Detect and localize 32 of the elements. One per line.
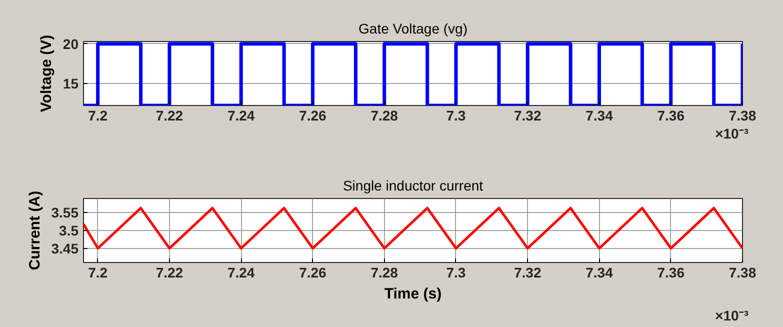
y-axis-title: Current (A) [26, 190, 44, 270]
x-tick-label: 7.2 [88, 108, 108, 124]
x-tick-label: 7.32 [514, 108, 542, 124]
x-tick-label: 7.3 [446, 108, 466, 124]
y-tick-label: 3.55 [51, 204, 79, 221]
x-tick-label: 7.26 [299, 108, 327, 124]
chart-title: Single inductor current [342, 178, 484, 194]
x-axis-title: Time (s) [384, 286, 442, 302]
x-tick-label: 7.22 [156, 108, 184, 124]
x-tick-label: 7.36 [657, 264, 685, 280]
x-tick-label: 7.34 [586, 108, 614, 124]
y-tick-label: 3.45 [51, 240, 79, 256]
text: ×10⁻³ [715, 308, 749, 324]
y-axis-title: Voltage (V) [38, 34, 55, 112]
x-tick-label: 7.32 [514, 264, 542, 280]
x-tick-label: 7.24 [227, 108, 255, 124]
y-tick-label: 15 [62, 75, 79, 92]
x-tick-label: 7.26 [299, 264, 327, 280]
x-tick-label: 7.22 [156, 264, 184, 280]
x-tick-label: 7.28 [370, 264, 398, 280]
chart-title: Gate Voltage (vg) [358, 20, 468, 36]
x-tick-label: 7.38 [728, 264, 756, 280]
x-tick-label: 7.28 [370, 108, 398, 124]
x-tick-label: 7.38 [728, 108, 756, 124]
y-tick-label: 20 [62, 36, 79, 52]
x-tick-label: 7.2 [88, 264, 108, 280]
x-tick-label: 7.3 [446, 264, 466, 280]
x-tick-label: 7.24 [227, 264, 255, 280]
x-tick-label: 7.34 [586, 264, 614, 280]
text: ×10⁻³ [715, 126, 749, 142]
y-tick-label: 3.5 [59, 222, 79, 238]
x-tick-label: 7.36 [657, 108, 685, 124]
